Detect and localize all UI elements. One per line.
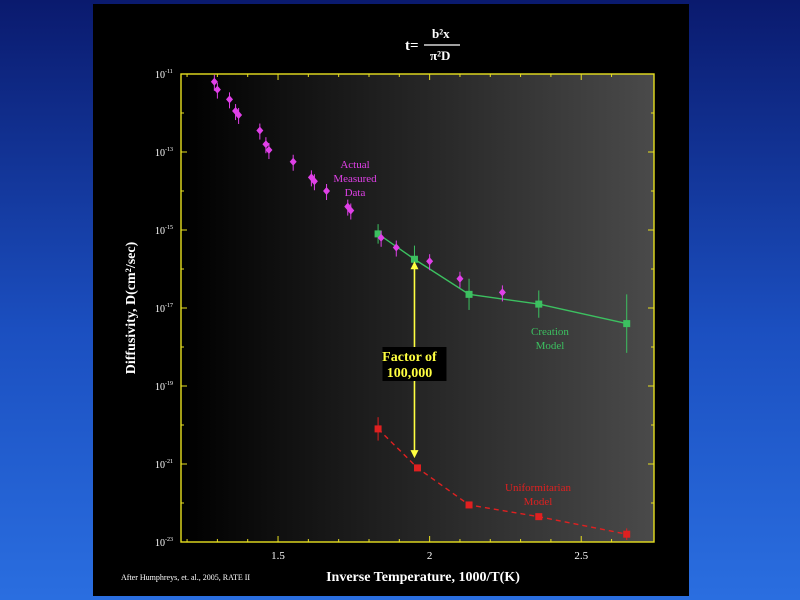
factor-arrow-head-down: [410, 450, 419, 459]
uniformitarian-point: [623, 530, 631, 538]
y-tick-label: 10-23: [155, 537, 173, 549]
x-tick-label: 2: [427, 550, 433, 562]
y-tick-exp: -17: [165, 303, 173, 309]
creation-point: [465, 290, 473, 298]
formula-lhs: t=: [405, 38, 419, 54]
measured-point: [392, 243, 400, 252]
y-tick-base: 10: [155, 460, 165, 471]
creation-point: [374, 230, 382, 238]
y-tick-label: 10-15: [155, 225, 173, 237]
series-label-line: Model: [536, 340, 565, 352]
y-tick-exp: -21: [165, 459, 173, 465]
y-tick-base: 10: [155, 70, 165, 81]
chart-svg: t= b²x π²D 10-1110-1310-1510-1710-1910-2…: [121, 26, 655, 585]
x-axis-label: Inverse Temperature, 1000/T(K): [326, 570, 520, 585]
formula-numerator: b²x: [432, 26, 450, 41]
series-labels: Actual Measured Data Creation Model Uniformit…: [333, 159, 571, 508]
measured-point: [289, 157, 297, 166]
factor-label-line: 100,000: [387, 366, 433, 381]
y-tick-label: 10-21: [155, 459, 173, 471]
y-tick-exp: -19: [165, 381, 173, 387]
uniformitarian-point: [535, 513, 543, 521]
y-tick-base: 10: [155, 148, 165, 159]
measured-point: [347, 206, 355, 215]
x-tick-label: 1.5: [271, 550, 285, 562]
measured-point: [226, 95, 234, 104]
uniformitarian-point: [414, 464, 421, 472]
series-label-line: Creation: [531, 326, 569, 338]
creation-point: [410, 255, 418, 263]
creation-point: [535, 300, 543, 308]
measured-point: [262, 140, 270, 149]
formula: t= b²x π²D: [405, 26, 460, 63]
measured-point: [213, 85, 221, 94]
series-label-line: Data: [345, 187, 366, 199]
creation-point: [623, 320, 631, 328]
measured-point: [310, 177, 318, 186]
factor-label-bg: [382, 347, 447, 381]
factor-arrow-head-up: [410, 261, 419, 270]
y-tick-base: 10: [155, 382, 165, 393]
y-tick-label: 10-19: [155, 381, 173, 393]
factor-label-line: Factor of: [382, 350, 437, 365]
credit-text: After Humphreys, et. al., 2005, RATE II: [121, 573, 250, 582]
uniformitarian-series: [374, 417, 631, 541]
y-tick-exp: -13: [165, 147, 173, 153]
y-tick-base: 10: [155, 304, 165, 315]
y-tick-exp: -23: [165, 537, 173, 543]
measured-point: [426, 257, 434, 266]
y-axis-label: Diffusivity, D(cm²/sec): [124, 241, 139, 374]
series-label-line: Actual: [340, 159, 369, 171]
series-label-line: Model: [524, 496, 553, 508]
y-tick-exp: -15: [165, 225, 173, 231]
series-label-line: Uniformitarian: [505, 482, 571, 494]
measured-series: [210, 74, 506, 302]
y-tick-exp: -11: [165, 69, 173, 75]
x-tick-label: 2.5: [574, 550, 588, 562]
plot-area: [181, 74, 654, 542]
measured-point: [265, 146, 273, 155]
formula-denominator: π²D: [430, 48, 450, 63]
y-tick-label: 10-11: [155, 69, 173, 81]
measured-point: [323, 187, 331, 195]
measured-point: [498, 288, 506, 297]
series-label-line: Measured: [333, 173, 377, 185]
measured-point: [456, 274, 464, 283]
uniformitarian-point: [374, 425, 382, 433]
measured-point: [377, 233, 385, 242]
measured-point: [235, 110, 243, 119]
y-tick-base: 10: [155, 538, 165, 549]
measured-point: [256, 126, 264, 135]
y-tick-base: 10: [155, 226, 165, 237]
uniformitarian-point: [465, 501, 473, 509]
y-tick-label: 10-13: [155, 147, 173, 159]
measured-point: [210, 77, 218, 86]
x-axis-ticks: 1.5 2 2.5: [186, 74, 613, 562]
slide-panel: t= b²x π²D 10-11 10-13 10-15 10-17 10-19 10-2…: [93, 4, 689, 596]
y-tick-label: 10-17: [155, 303, 173, 315]
